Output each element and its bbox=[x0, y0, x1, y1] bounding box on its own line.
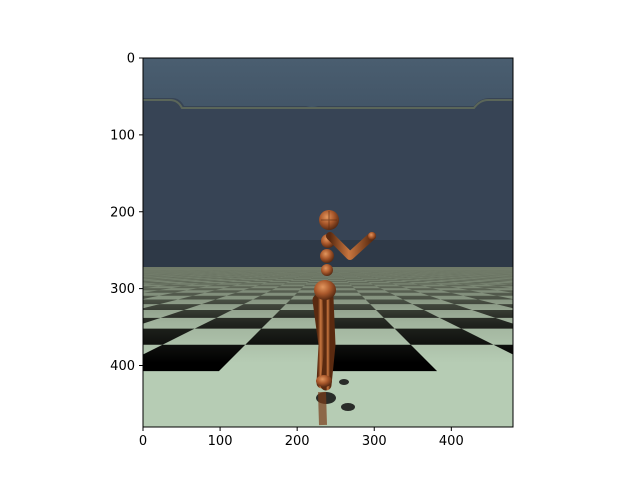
floor-tile bbox=[49, 310, 136, 318]
humanoid-robot bbox=[312, 210, 376, 426]
floor-tile bbox=[517, 281, 548, 282]
robot-hand bbox=[368, 232, 376, 240]
y-tick-label: 200 bbox=[110, 205, 135, 220]
x-tick-label: 300 bbox=[362, 434, 387, 449]
floor-tile bbox=[521, 277, 545, 278]
floor-tile bbox=[493, 344, 513, 355]
floor-tile bbox=[511, 275, 513, 276]
far-wall bbox=[143, 98, 513, 270]
robot-arm bbox=[326, 232, 376, 260]
robot-pelvis bbox=[314, 280, 336, 300]
floor-tile bbox=[115, 276, 137, 277]
floor-tile bbox=[528, 329, 640, 345]
floor-tile bbox=[525, 280, 555, 281]
robot-torso-mid bbox=[320, 249, 334, 263]
y-tick-label: 400 bbox=[110, 359, 135, 374]
x-tick-label: 400 bbox=[439, 434, 464, 449]
floor-tile bbox=[510, 288, 513, 289]
y-tick-label: 0 bbox=[127, 52, 135, 67]
x-tick-label: 100 bbox=[208, 434, 233, 449]
x-axis: 0 100 200 300 400 bbox=[139, 427, 464, 449]
floor-tile bbox=[522, 286, 563, 288]
y-tick-label: 300 bbox=[110, 282, 135, 297]
y-tick-label: 100 bbox=[110, 128, 135, 143]
floor-tile bbox=[527, 276, 550, 277]
robot-foot bbox=[316, 375, 332, 387]
wall-edge bbox=[143, 99, 513, 109]
floor-tile bbox=[110, 275, 131, 276]
x-tick-label: 200 bbox=[285, 434, 310, 449]
robot-torso-lower bbox=[321, 264, 333, 276]
axes-frame bbox=[142, 57, 514, 428]
floor-tile bbox=[113, 279, 141, 280]
floor-tile bbox=[107, 278, 134, 279]
floor-tile bbox=[143, 276, 144, 277]
scene-image bbox=[49, 58, 640, 427]
robot-reflection bbox=[318, 391, 327, 426]
floor-tile bbox=[516, 300, 581, 305]
x-tick-label: 0 bbox=[139, 434, 147, 449]
robot-leg-right bbox=[320, 292, 336, 391]
floor-tile bbox=[514, 277, 539, 278]
y-axis: 0 100 200 300 400 bbox=[110, 52, 143, 374]
